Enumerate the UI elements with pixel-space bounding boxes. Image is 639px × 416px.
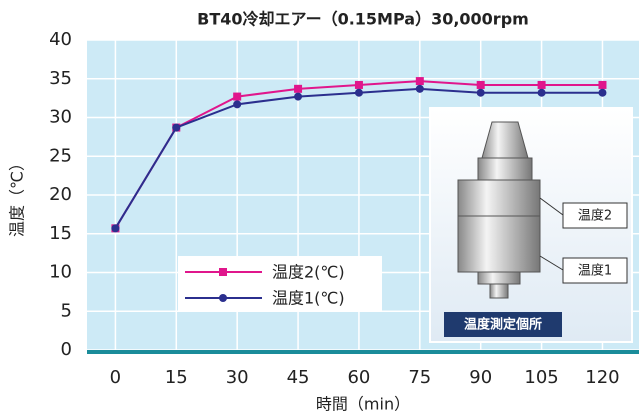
legend-label: 温度2(℃) [272, 263, 345, 282]
x-tick-label: 0 [110, 367, 121, 388]
y-tick-label: 40 [49, 29, 72, 50]
y-tick-label: 0 [61, 339, 72, 360]
holder-body [457, 179, 541, 273]
marker [598, 88, 607, 97]
chart-title: BT40冷却エアー（0.15MPa）30,000rpm [197, 10, 529, 29]
holder-nose [477, 271, 521, 285]
legend: 温度2(℃) 温度1(℃) [178, 256, 382, 312]
inset: 温度2 温度1 温度測定個所 [429, 107, 633, 343]
marker [537, 88, 546, 97]
label-box [562, 202, 628, 229]
marker [415, 77, 424, 86]
x-tick-label: 45 [287, 367, 310, 388]
y-tick-label: 10 [49, 262, 72, 283]
marker [354, 88, 363, 97]
marker [111, 224, 120, 233]
label-box [562, 257, 628, 284]
annotation: 温度測定個所 [464, 317, 542, 333]
legend-marker [219, 294, 227, 302]
marker [233, 100, 242, 109]
marker [537, 80, 546, 89]
y-tick-label: 5 [61, 300, 72, 321]
marker [598, 80, 607, 89]
marker [233, 92, 242, 101]
y-tick-label: 20 [49, 184, 72, 205]
leader [539, 197, 564, 216]
y-tick-label: 25 [49, 145, 72, 166]
marker [294, 84, 303, 93]
x-tick-label: 105 [524, 367, 558, 388]
x-tick-label: 120 [585, 367, 619, 388]
leader [539, 255, 564, 271]
x-tick-label: 30 [226, 367, 249, 388]
holder-flange [477, 157, 533, 181]
x-tick-label: 90 [469, 367, 492, 388]
annotation: 温度2 [578, 208, 612, 224]
caption-box [444, 312, 562, 337]
marker [476, 80, 485, 89]
legend-label: 温度1(℃) [272, 289, 345, 308]
marker [172, 123, 181, 132]
marker [476, 88, 485, 97]
x-tick-label: 75 [408, 367, 431, 388]
y-tick-label: 30 [49, 107, 72, 128]
y-tick-label: 35 [49, 68, 72, 89]
y-axis-label: 温度（℃） [8, 155, 27, 237]
holder-tip [489, 283, 509, 299]
marker [294, 92, 303, 101]
y-tick-label: 15 [49, 223, 72, 244]
legend-box [178, 256, 382, 312]
x-axis-label: 時間（min） [316, 395, 410, 414]
marker [354, 80, 363, 89]
x-tick-label: 15 [165, 367, 188, 388]
x-tick-label: 60 [347, 367, 370, 388]
legend-marker [219, 268, 227, 276]
annotation: 温度1 [578, 263, 612, 279]
marker [415, 84, 424, 93]
